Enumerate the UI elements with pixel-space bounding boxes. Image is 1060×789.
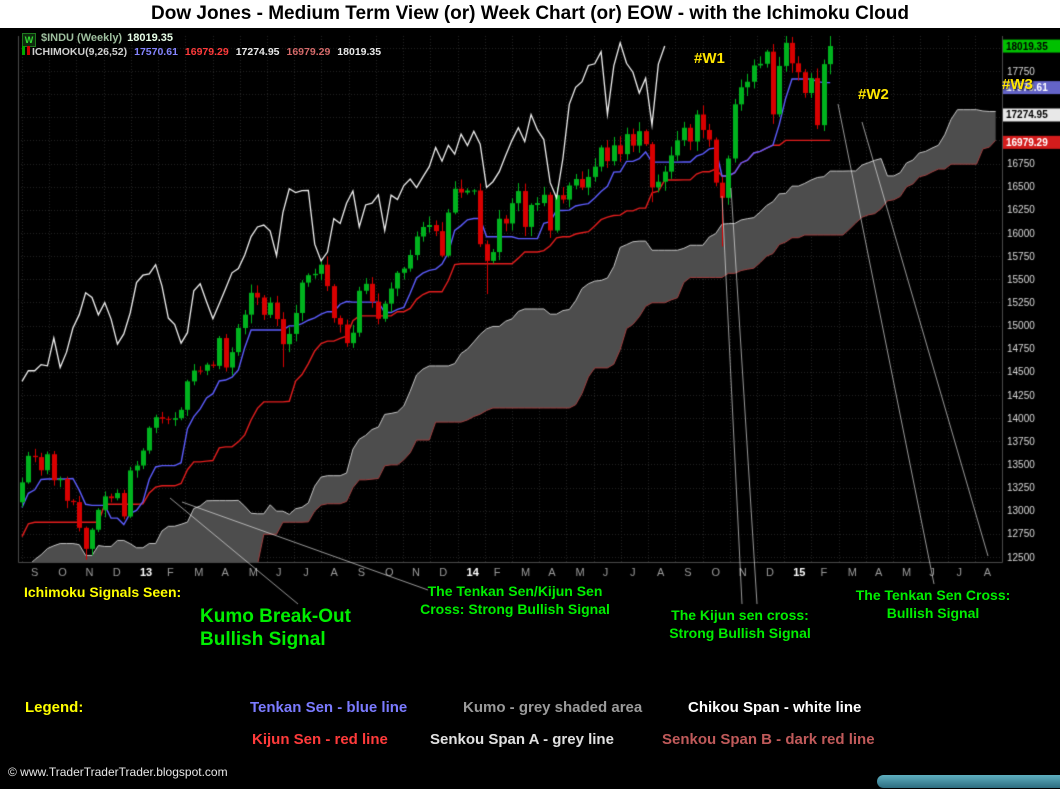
signal-tenkan-cross: The Tenkan Sen Cross: Bullish Signal [828, 586, 1038, 622]
weekly-badge-icon: W [22, 33, 36, 47]
indicator-value-chikou: 18019.35 [337, 46, 382, 58]
legend-title: Legend: [25, 699, 84, 716]
legend-item-kumo: Kumo - grey shaded area [463, 699, 643, 716]
footer-credit: © www.TraderTraderTrader.blogspot.com [8, 765, 228, 779]
signal-tenkan-kijun-line2: Cross: Strong Bullish Signal [420, 601, 610, 617]
legend-item-senkou-b: Senkou Span B - dark red line [662, 731, 875, 748]
legend-item-senkou-a: Senkou Span A - grey line [430, 731, 614, 748]
signal-tenkan-kijun-cross: The Tenkan Sen/Kijun Sen Cross: Strong B… [385, 582, 645, 618]
legend-item-chikou: Chikou Span - white line [688, 699, 862, 716]
indicator-value-senkou-b: 16979.29 [286, 46, 331, 58]
indicator-value-senkou-a: 17274.95 [235, 46, 280, 58]
legend-item-tenkan: Tenkan Sen - blue line [250, 699, 408, 716]
signal-kijun-line1: The Kijun sen cross: [671, 607, 809, 623]
wave-label-w3: #W3 [1002, 76, 1033, 93]
indicator-header: ICHIMOKU(9,26,52) 17570.61 16979.29 17274.9… [22, 46, 388, 58]
legend-item-kijun: Kijun Sen - red line [252, 731, 388, 748]
signal-kumo-breakout: Kumo Break-Out Bullish Signal [200, 605, 351, 651]
symbol-last-price: 18019.35 [127, 32, 173, 44]
horizontal-scrollbar-thumb[interactable] [877, 775, 1060, 788]
signals-header: Ichimoku Signals Seen: [24, 584, 182, 600]
signal-tenkan-kijun-line1: The Tenkan Sen/Kijun Sen [427, 583, 603, 599]
signal-kijun-line2: Strong Bullish Signal [669, 625, 811, 641]
signal-kumo-line1: Kumo Break-Out [200, 606, 351, 627]
signal-kijun-cross: The Kijun sen cross: Strong Bullish Sign… [640, 606, 840, 642]
indicator-label: ICHIMOKU(9,26,52) [32, 46, 128, 58]
signal-tenkan-line2: Bullish Signal [886, 605, 980, 621]
signal-kumo-line2: Bullish Signal [200, 629, 326, 650]
indicator-value-kijun: 16979.29 [184, 46, 229, 58]
indicator-value-tenkan: 17570.61 [134, 46, 178, 58]
symbol-label: $INDU (Weekly) [41, 32, 123, 44]
wave-label-w2: #W2 [858, 86, 889, 103]
candlestick-icon [22, 46, 25, 55]
page-title: Dow Jones - Medium Term View (or) Week C… [0, 0, 1060, 28]
wave-label-w1: #W1 [694, 50, 725, 67]
chart-symbol-header: W $INDU (Weekly) 18019.35 [22, 32, 173, 47]
signal-tenkan-line1: The Tenkan Sen Cross: [855, 587, 1011, 603]
